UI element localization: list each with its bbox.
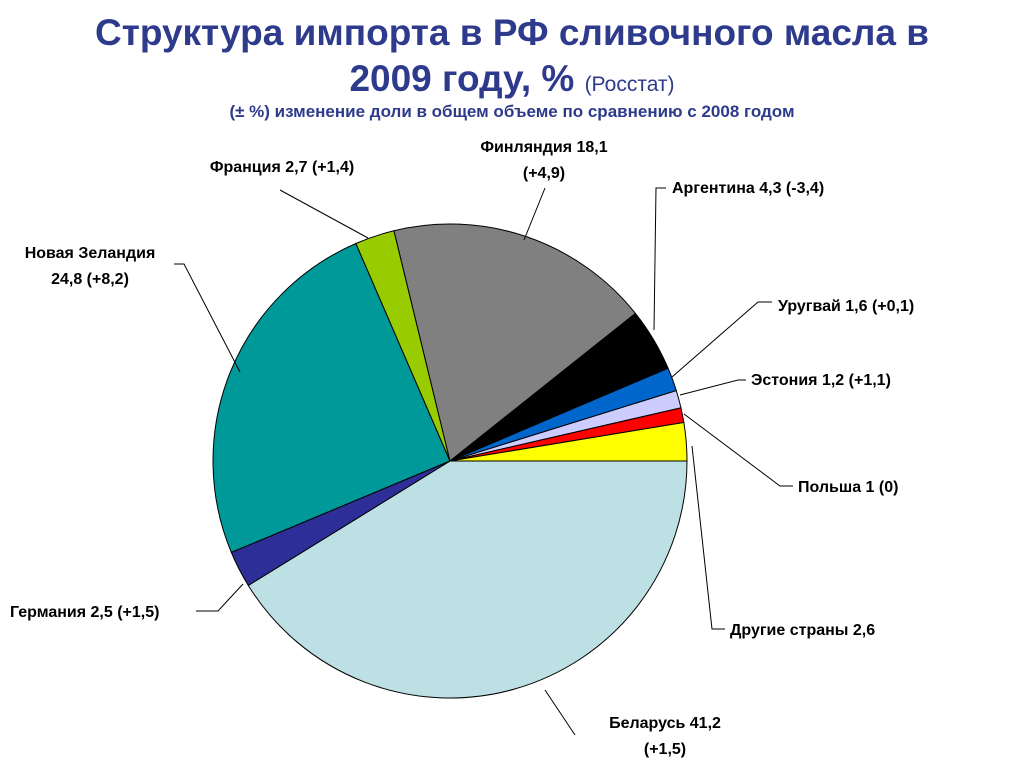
slice-label-line: Новая Зеландия: [25, 245, 156, 262]
slice-label-8: Эстония 1,2 (+1,1): [751, 372, 891, 389]
slice-label-line: Беларусь 41,2: [609, 715, 721, 732]
slice-label-4: Франция 2,7 (+1,4): [210, 159, 354, 176]
slice-label-line: Другие страны 2,6: [730, 622, 875, 639]
leader-line-5: [523, 187, 546, 241]
slice-label-line: Аргентина 4,3 (-3,4): [672, 180, 824, 197]
slice-label-1: Беларусь 41,2 (+1,5): [609, 715, 721, 758]
chart-subtitle: (± %) изменение доли в общем объеме по с…: [229, 102, 795, 121]
slice-label-line: Эстония 1,2 (+1,1): [751, 372, 891, 389]
leader-lines: [174, 187, 793, 736]
chart-title: Структура импорта в РФ сливочного масла …: [0, 10, 1024, 108]
pie-slice-3: [212, 242, 451, 554]
pie-slices: [212, 223, 688, 699]
pie-slice-5: [393, 223, 637, 462]
slice-label-2: Германия 2,5 (+1,5): [10, 604, 159, 621]
leader-line-10: [691, 445, 725, 630]
slice-label-line: (+1,5): [644, 741, 686, 758]
slice-labels: Беларусь 41,2 (+1,5) Германия 2,5 (+1,5) Но…: [10, 139, 914, 758]
leader-line-1: [544, 689, 576, 736]
slice-label-3: Новая Зеландия 24,8 (+8,2): [25, 245, 156, 288]
leader-line-7: [671, 301, 772, 378]
slice-label-line: (+4,9): [523, 165, 565, 182]
leader-line-8: [679, 379, 746, 396]
slice-label-line: Уругвай 1,6 (+0,1): [778, 298, 914, 315]
pie-slice-10: [449, 421, 688, 462]
slice-label-7: Уругвай 1,6 (+0,1): [778, 298, 914, 315]
slice-label-line: 24,8 (+8,2): [51, 271, 129, 288]
slice-label-line: Польша 1 (0): [798, 479, 898, 496]
leader-line-4: [279, 189, 369, 239]
leader-line-9: [683, 413, 793, 487]
slice-label-9: Польша 1 (0): [798, 479, 898, 496]
title-year: 2009 году, %: [349, 58, 575, 99]
title-line-1: Структура импорта в РФ сливочного масла …: [94, 12, 930, 53]
slice-label-6: Аргентина 4,3 (-3,4): [672, 180, 824, 197]
slice-label-line: Финляндия 18,1: [480, 139, 607, 156]
leader-line-3: [174, 263, 241, 373]
leader-line-2: [196, 583, 244, 612]
title-source: (Росстат): [584, 73, 675, 96]
slice-label-line: Франция 2,7 (+1,4): [210, 159, 354, 176]
leader-line-6: [653, 187, 666, 331]
title-line-2: 2009 году, % (Росстат): [0, 56, 1024, 108]
slice-label-5: Финляндия 18,1 (+4,9): [480, 139, 607, 182]
slice-label-10: Другие страны 2,6: [730, 622, 875, 639]
pie-slice-1: [247, 460, 688, 699]
slice-label-line: Германия 2,5 (+1,5): [10, 604, 159, 621]
